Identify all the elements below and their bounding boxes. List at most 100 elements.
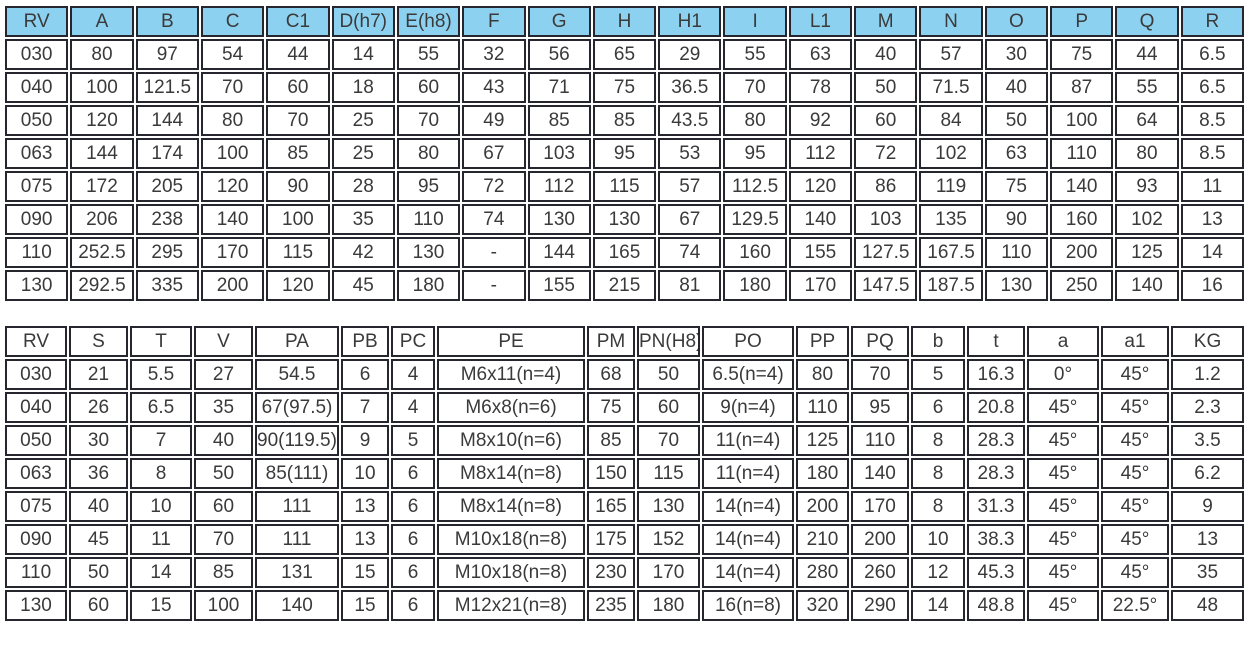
table-cell: M6x8(n=6)	[437, 392, 585, 423]
table-cell: 7	[341, 392, 389, 423]
table-cell: 10	[130, 491, 192, 522]
table-cell: 18	[331, 72, 395, 103]
table-cell: 063	[5, 458, 67, 489]
table-cell: 29	[658, 39, 722, 70]
table-cell: 45°	[1101, 392, 1169, 423]
column-header: R	[1180, 6, 1244, 37]
table-cell: 60	[69, 590, 128, 621]
table-cell: 85	[266, 138, 330, 169]
table-cell: 8	[130, 458, 192, 489]
table-cell: 21	[69, 359, 128, 390]
table-cell: 64	[1115, 105, 1179, 136]
column-header: RV	[5, 326, 67, 357]
table-cell: 130	[5, 590, 67, 621]
table-cell: 95	[723, 138, 787, 169]
table-cell: 110	[796, 392, 849, 423]
table-cell: 144	[135, 105, 199, 136]
table-cell: 030	[5, 359, 67, 390]
column-header: S	[69, 326, 128, 357]
table-cell: 26	[69, 392, 128, 423]
table-cell: 74	[658, 237, 722, 268]
table-cell: 25	[331, 138, 395, 169]
table-cell: -	[462, 237, 526, 268]
table-cell: 14(n=4)	[702, 524, 794, 555]
table-cell: 80	[396, 138, 461, 169]
table-cell: 95	[592, 138, 657, 169]
table-cell: 63	[788, 39, 853, 70]
column-header: t	[967, 326, 1025, 357]
column-header: RV	[5, 6, 69, 37]
table-row: 040 100 121.5 70 60 18 60 43 71 75 36.5 70 78 50 71.5 4…	[5, 72, 1244, 103]
column-header: PO	[702, 326, 794, 357]
table-cell: 152	[637, 524, 700, 555]
table-cell: 130	[5, 270, 69, 301]
table-cell: 45°	[1027, 524, 1099, 555]
table-cell: 112.5	[723, 171, 787, 202]
table-cell: 200	[200, 270, 265, 301]
table-cell: 15	[130, 590, 192, 621]
table-cell: 131	[255, 557, 339, 588]
table-cell: 129.5	[723, 204, 787, 235]
table-cell: 55	[396, 39, 461, 70]
table-cell: 74	[462, 204, 526, 235]
table-cell: 85	[592, 105, 657, 136]
table-cell: 9(n=4)	[702, 392, 794, 423]
table-cell: 60	[396, 72, 461, 103]
table-cell: 12	[911, 557, 965, 588]
table-cell: 45°	[1027, 425, 1099, 456]
column-header: PB	[341, 326, 389, 357]
table-cell: 172	[70, 171, 134, 202]
table-cell: 97	[135, 39, 199, 70]
table-cell: 100	[200, 138, 265, 169]
table-cell: 063	[5, 138, 69, 169]
table-cell: 135	[919, 204, 983, 235]
table-cell: 16.3	[967, 359, 1025, 390]
table-row: 075 40 10 60 111 13 6 M8x14(n=8) 165 130 14(n=4) 20…	[5, 491, 1244, 522]
table-cell: 252.5	[70, 237, 134, 268]
table-cell: 68	[587, 359, 635, 390]
table-row: 130 60 15 100 140 15 6 M12x21(n=8) 235 180 16(n=8)…	[5, 590, 1244, 621]
table-cell: 55	[1115, 72, 1179, 103]
table-cell: 38.3	[967, 524, 1025, 555]
table-cell: 14	[130, 557, 192, 588]
table-cell: 22.5°	[1101, 590, 1169, 621]
table-cell: 155	[788, 237, 853, 268]
table-cell: 50	[194, 458, 253, 489]
column-header: P	[1050, 6, 1114, 37]
table-cell: 70	[851, 359, 909, 390]
table-cell: 6	[391, 524, 435, 555]
table-cell: 4	[391, 392, 435, 423]
table-cell: 215	[592, 270, 657, 301]
table-cell: 119	[919, 171, 983, 202]
table-cell: 71	[527, 72, 591, 103]
table-cell: 75	[984, 171, 1048, 202]
table-row: 050 120 144 80 70 25 70 49 85 85 43.5 80 92 60 84 50 100…	[5, 105, 1244, 136]
table-cell: 260	[851, 557, 909, 588]
table-row: 063 144 174 100 85 25 80 67 103 95 53 95 112 72 102 63 1…	[5, 138, 1244, 169]
table-cell: 6	[391, 590, 435, 621]
table-cell: 5	[391, 425, 435, 456]
table-cell: 115	[637, 458, 700, 489]
column-header: G	[527, 6, 591, 37]
table-cell: 81	[658, 270, 722, 301]
column-header: M	[854, 6, 918, 37]
column-header: C1	[266, 6, 330, 37]
table-cell: 45°	[1101, 491, 1169, 522]
table-cell: 140	[851, 458, 909, 489]
table-cell: 20.8	[967, 392, 1025, 423]
table-cell: 110	[5, 237, 69, 268]
table-cell: 57	[919, 39, 983, 70]
table-cell: 40	[194, 425, 253, 456]
table-cell: 130	[984, 270, 1048, 301]
table-cell: 40	[69, 491, 128, 522]
table-cell: 200	[1050, 237, 1114, 268]
column-header: F	[462, 6, 526, 37]
table-cell: 165	[587, 491, 635, 522]
table-cell: 0°	[1027, 359, 1099, 390]
table-cell: 6	[391, 491, 435, 522]
table-cell: 10	[911, 524, 965, 555]
column-header: PE	[437, 326, 585, 357]
column-header: C	[200, 6, 265, 37]
table-cell: 14	[1180, 237, 1244, 268]
column-header: PQ	[851, 326, 909, 357]
